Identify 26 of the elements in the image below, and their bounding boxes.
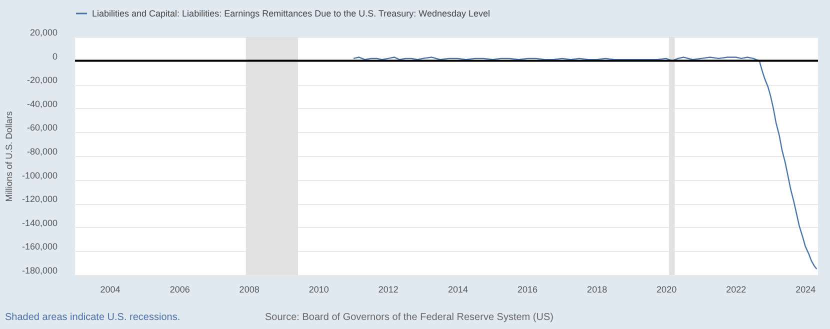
y-tick-label: -100,000 — [22, 170, 58, 180]
y-tick-label: -60,000 — [26, 122, 58, 133]
x-tick-label: 2024 — [796, 284, 816, 294]
x-tick-label: 2016 — [517, 284, 538, 294]
y-tick-label: -120,000 — [22, 194, 58, 204]
y-tick-label: -180,000 — [22, 266, 58, 276]
y-tick-label: -80,000 — [26, 146, 58, 156]
y-tick-label: -40,000 — [26, 98, 58, 109]
y-tick-label: 20,000 — [30, 28, 58, 38]
x-tick-label: 2020 — [656, 284, 677, 294]
legend-label: Liabilities and Capital: Liabilities: Earnings Remittances Due to the U.S. Treasury: Wednesday Level — [92, 8, 490, 18]
x-tick-label: 2012 — [378, 284, 398, 294]
x-tick-label: 2008 — [239, 284, 260, 294]
y-tick-label: 0 — [52, 51, 58, 62]
x-tick-label: 2018 — [587, 284, 608, 294]
text: Shaded areas indicate U.S. recessions. — [5, 312, 180, 323]
y-tick-label: -20,000 — [26, 75, 58, 86]
y-axis-title: Millions of U.S. Dollars — [4, 110, 14, 202]
x-tick-label: 2014 — [448, 284, 468, 294]
y-tick-label: -140,000 — [22, 218, 58, 228]
x-tick-label: 2006 — [170, 284, 190, 294]
x-tick-label: 2022 — [726, 284, 746, 294]
x-tick-label: 2004 — [100, 284, 120, 294]
x-tick-label: 2010 — [308, 284, 329, 294]
source-note: Source: Board of Governors of the Federal Reserve System (US) — [265, 312, 554, 323]
y-tick-label: -160,000 — [22, 242, 58, 252]
